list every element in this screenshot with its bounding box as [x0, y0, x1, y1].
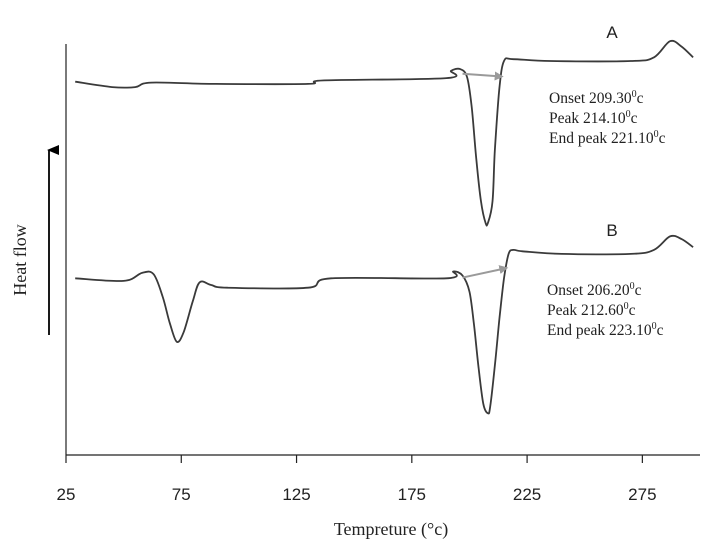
curve-label-b: B: [606, 221, 617, 240]
series-curve-b: [75, 234, 694, 415]
x-tick-label: 275: [628, 485, 656, 504]
x-tick-label: 25: [57, 485, 76, 504]
annotation-b-end-peak: End peak 223.100c: [547, 321, 664, 339]
x-ticks: [65, 455, 643, 463]
x-tick-label: 225: [513, 485, 541, 504]
annotation-b-onset: Onset 206.200c: [547, 281, 642, 299]
x-tick-label: 175: [398, 485, 426, 504]
onset-arrow-b: [462, 265, 509, 279]
annotation-a-peak: Peak 214.100c: [549, 109, 638, 127]
x-axis-title: Tempreture (°c): [334, 519, 448, 540]
series-curve-a: [75, 39, 694, 227]
annotation-a-end-peak: End peak 221.100c: [549, 129, 666, 147]
x-tick-labels: 25 75 125 175 225 275: [57, 485, 657, 504]
annotation-b-peak: Peak 212.600c: [547, 301, 636, 319]
curve-label-a: A: [606, 23, 618, 42]
x-tick-label: 125: [282, 485, 310, 504]
y-axis-title: Heat flow: [10, 224, 30, 295]
onset-arrow-a: [462, 71, 504, 81]
annotation-a-onset: Onset 209.300c: [549, 89, 644, 107]
x-tick-label: 75: [172, 485, 191, 504]
